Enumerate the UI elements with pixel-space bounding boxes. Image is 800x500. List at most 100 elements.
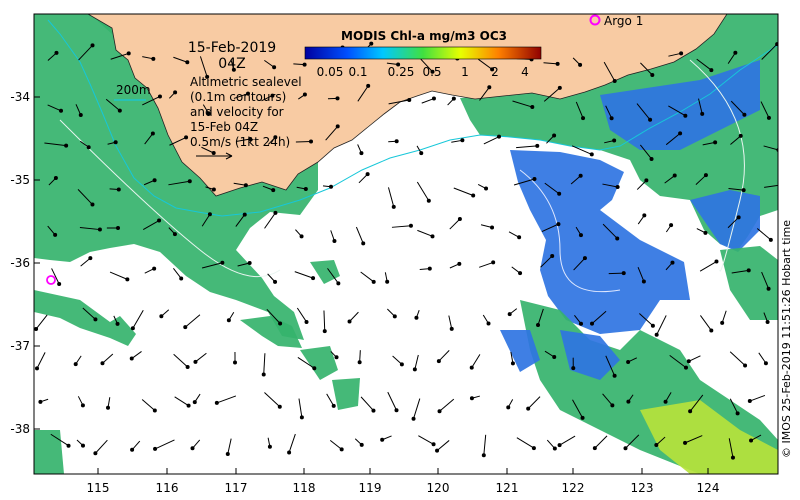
velocity-arrow-head	[152, 266, 157, 271]
velocity-arrow-head	[435, 448, 440, 453]
colorbar-gradient	[304, 46, 542, 60]
velocity-arrow-head	[412, 367, 417, 372]
velocity-arrow-head	[679, 51, 684, 56]
velocity-arrow	[721, 310, 727, 324]
velocity-arrow-head	[469, 365, 474, 370]
velocity-arrow-head	[273, 135, 278, 140]
velocity-arrow	[360, 271, 375, 283]
velocity-arrow	[656, 315, 667, 335]
velocity-arrow-head	[225, 451, 230, 456]
velocity-arrow-head	[592, 446, 597, 451]
velocity-arrow-head	[683, 365, 688, 370]
colorbar-tick-label: 0.1	[348, 65, 367, 79]
velocity-arrow-head	[287, 450, 292, 455]
velocity-arrow-head	[57, 282, 62, 287]
velocity-arrow	[602, 183, 618, 188]
velocity-arrow	[233, 93, 249, 99]
velocity-arrow	[639, 313, 654, 327]
velocity-arrow-head	[271, 188, 276, 193]
velocity-arrow	[668, 105, 686, 117]
velocity-arrow	[602, 223, 618, 239]
velocity-arrow-head	[535, 143, 540, 148]
velocity-arrow-head	[220, 260, 225, 265]
velocity-arrow-head	[765, 320, 770, 325]
description-line: 15-Feb 04Z	[190, 120, 258, 134]
velocity-arrow-head	[267, 444, 272, 449]
x-tick-label: 121	[496, 481, 519, 495]
chlorophyll-patch	[240, 316, 302, 348]
velocity-arrow-head	[35, 366, 40, 371]
velocity-arrow-head	[88, 256, 93, 261]
velocity-arrow	[327, 268, 339, 284]
velocity-arrow	[479, 86, 490, 101]
velocity-arrow	[516, 437, 535, 449]
velocity-arrow-head	[371, 408, 376, 413]
velocity-arrow-head	[187, 179, 192, 184]
velocity-arrow-head	[490, 67, 495, 72]
velocity-arrow-head	[449, 326, 454, 331]
velocity-arrow	[355, 226, 364, 244]
velocity-arrow-head	[80, 403, 85, 408]
velocity-arrow	[478, 58, 493, 70]
velocity-arrow-head	[90, 43, 95, 48]
date-title: 15-Feb-2019	[188, 40, 276, 56]
velocity-arrow-head	[626, 359, 631, 364]
chlorophyll-patch	[510, 150, 690, 334]
velocity-arrow	[329, 440, 342, 450]
velocity-arrow-head	[641, 279, 646, 284]
argo-float-marker[interactable]	[589, 14, 601, 26]
velocity-arrow	[575, 101, 584, 119]
velocity-arrow-head	[530, 105, 535, 110]
velocity-arrow-head	[531, 446, 536, 451]
velocity-arrow-head	[714, 259, 719, 264]
velocity-arrow-head	[407, 97, 412, 102]
velocity-arrow-head	[113, 140, 118, 145]
velocity-arrow	[625, 434, 640, 449]
credit-text: © IMOS 25-Feb-2019 11:51:26 Hobart time	[780, 220, 793, 458]
velocity-arrow-head	[106, 405, 111, 410]
velocity-arrow-head	[623, 446, 628, 451]
velocity-arrow	[288, 433, 296, 453]
velocity-arrow-head	[746, 268, 751, 273]
plot-border	[33, 13, 779, 475]
velocity-arrow	[689, 394, 704, 412]
velocity-arrow	[323, 310, 326, 332]
sealevel-contour	[59, 119, 281, 278]
velocity-arrow	[730, 135, 742, 145]
chlorophyll-patch	[310, 260, 340, 284]
velocity-arrow-head	[735, 411, 740, 416]
velocity-arrow-head	[299, 415, 304, 420]
x-tick-label: 118	[293, 481, 316, 495]
velocity-arrow-head	[151, 56, 156, 61]
velocity-arrow-head	[469, 396, 474, 401]
velocity-arrow-head	[555, 61, 560, 66]
velocity-arrow-head	[334, 355, 339, 360]
description-line: 0.5m/s (1kt 24h)	[190, 135, 290, 149]
float-marker[interactable]	[46, 275, 56, 285]
velocity-arrow-head	[93, 317, 98, 322]
velocity-arrow	[664, 175, 676, 184]
velocity-arrow-head	[430, 234, 435, 239]
velocity-arrow-head	[581, 116, 586, 121]
velocity-arrow-head	[192, 400, 197, 405]
velocity-arrow-head	[431, 96, 436, 101]
velocity-arrow-head	[578, 233, 583, 238]
velocity-arrow-head	[579, 321, 584, 326]
velocity-arrow-head	[517, 235, 522, 240]
velocity-arrow	[201, 146, 214, 154]
velocity-arrow	[605, 355, 616, 376]
velocity-arrow-head	[612, 138, 617, 143]
chlorophyll-patch	[34, 290, 136, 346]
velocity-arrow	[439, 398, 455, 412]
velocity-arrow-head	[451, 96, 456, 101]
velocity-arrow-head	[557, 85, 562, 90]
velocity-arrow	[360, 396, 374, 411]
x-tick-label: 115	[87, 481, 110, 495]
velocity-arrow-head	[116, 226, 121, 231]
velocity-arrow-head	[366, 83, 371, 88]
velocity-arrow	[142, 220, 160, 230]
velocity-arrow-head	[510, 361, 515, 366]
velocity-arrow-head	[394, 139, 399, 144]
y-tick-label: -36	[10, 256, 30, 270]
velocity-arrow	[77, 189, 93, 205]
